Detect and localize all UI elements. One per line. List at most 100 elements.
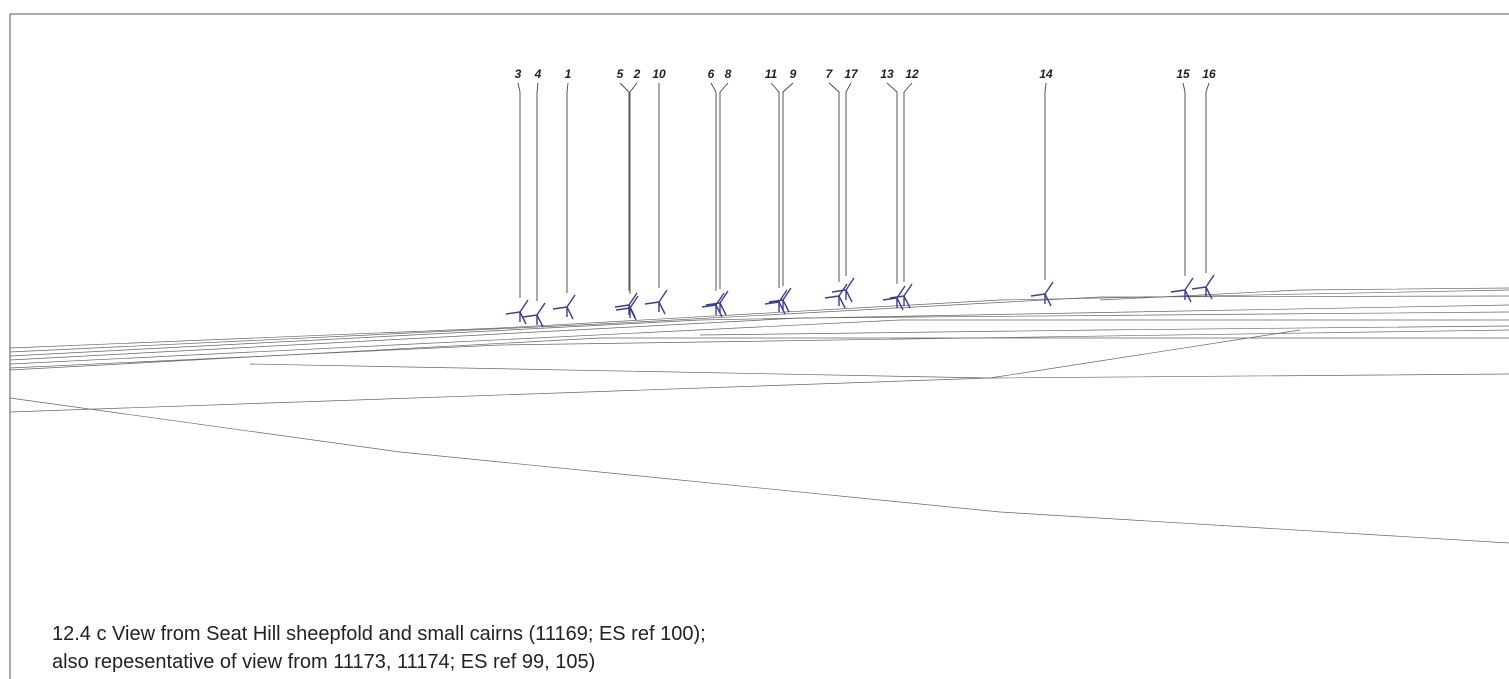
turbine	[705, 290, 729, 316]
blade	[519, 299, 529, 313]
blade	[629, 295, 639, 309]
leader-line	[517, 82, 521, 298]
leader-line	[1044, 82, 1047, 280]
turbine	[1191, 274, 1215, 300]
blade	[715, 304, 723, 318]
leader-line	[619, 82, 630, 291]
leader-line	[903, 82, 913, 282]
blade	[566, 294, 576, 308]
turbine	[831, 277, 855, 303]
blade	[768, 299, 784, 303]
turbine-label: 4	[534, 67, 542, 81]
caption-line: 12.4 c View from Seat Hill sheepfold and…	[52, 623, 706, 645]
blade	[896, 285, 906, 299]
blade	[719, 290, 729, 304]
leader-line	[710, 82, 717, 291]
blade	[1044, 293, 1052, 307]
blade	[1191, 286, 1207, 290]
leader-line	[629, 82, 638, 294]
blade	[882, 297, 898, 301]
turbine	[1030, 281, 1054, 307]
turbine	[1170, 277, 1194, 303]
blade	[782, 299, 790, 313]
blade	[552, 306, 568, 310]
blade	[838, 295, 846, 309]
blade	[889, 295, 905, 299]
turbine	[701, 292, 725, 318]
blade	[1044, 281, 1054, 295]
leader-line	[886, 82, 898, 284]
turbine-label: 17	[844, 67, 859, 81]
turbine-label: 6	[708, 67, 715, 81]
blade	[831, 289, 847, 293]
leader-line	[719, 82, 729, 289]
turbines: 3 4 1 5 2 10 6 8 11 9 7 17 13 12 14 15 16	[505, 67, 1216, 328]
blade	[1170, 289, 1186, 293]
leader-line	[782, 82, 794, 286]
turbine	[882, 285, 906, 311]
leader-line	[828, 82, 840, 282]
turbine	[522, 302, 546, 328]
blade	[1205, 274, 1215, 288]
blade	[536, 314, 544, 328]
leader-line	[566, 82, 569, 293]
terrain	[9, 287, 1509, 544]
turbine-label: 15	[1176, 67, 1190, 81]
blade	[644, 301, 660, 305]
blade	[896, 297, 904, 311]
leader-line	[845, 82, 852, 276]
blade	[701, 304, 717, 308]
turbine	[505, 299, 529, 325]
blade	[782, 287, 792, 301]
turbine	[889, 283, 913, 309]
blade	[522, 314, 538, 318]
turbine-label: 13	[880, 67, 894, 81]
turbine-label: 12	[905, 67, 919, 81]
blade	[1030, 293, 1046, 297]
blade	[903, 283, 913, 297]
blade	[705, 302, 721, 306]
turbine-label: 1	[565, 67, 572, 81]
turbine-label: 16	[1202, 67, 1216, 81]
blade	[614, 304, 630, 308]
blade	[764, 301, 780, 305]
blade	[1184, 289, 1192, 303]
blade	[519, 311, 527, 325]
leader-line	[1205, 82, 1210, 273]
leader-line	[1182, 82, 1186, 276]
turbine-label: 3	[515, 67, 522, 81]
frame	[9, 13, 1509, 679]
blade	[845, 289, 853, 303]
blade	[845, 277, 855, 291]
turbine-label: 9	[790, 67, 797, 81]
turbine	[614, 292, 638, 318]
turbine-label: 10	[652, 67, 666, 81]
blade	[1184, 277, 1194, 291]
blade	[628, 292, 638, 306]
blade	[903, 295, 911, 309]
blade	[658, 289, 668, 303]
blade	[1205, 286, 1213, 300]
blade	[824, 295, 840, 299]
leader-line	[770, 82, 780, 288]
turbine	[615, 295, 639, 321]
turbine-label: 11	[765, 67, 778, 81]
turbine	[768, 287, 792, 313]
leader-line	[536, 82, 539, 301]
turbine	[824, 283, 848, 309]
turbine	[644, 289, 668, 315]
turbine-label: 7	[826, 67, 834, 81]
blade	[566, 306, 574, 320]
turbine-label: 8	[725, 67, 732, 81]
turbine-label: 14	[1039, 67, 1053, 81]
blade	[536, 302, 546, 316]
blade	[629, 307, 637, 321]
turbine-label: 2	[633, 67, 641, 81]
caption-line: also repesentative of view from 11173, 1…	[52, 651, 595, 673]
turbine-label: 5	[617, 67, 624, 81]
blade	[615, 307, 631, 311]
blade	[505, 311, 521, 315]
blade	[658, 301, 666, 315]
blade	[719, 302, 727, 316]
